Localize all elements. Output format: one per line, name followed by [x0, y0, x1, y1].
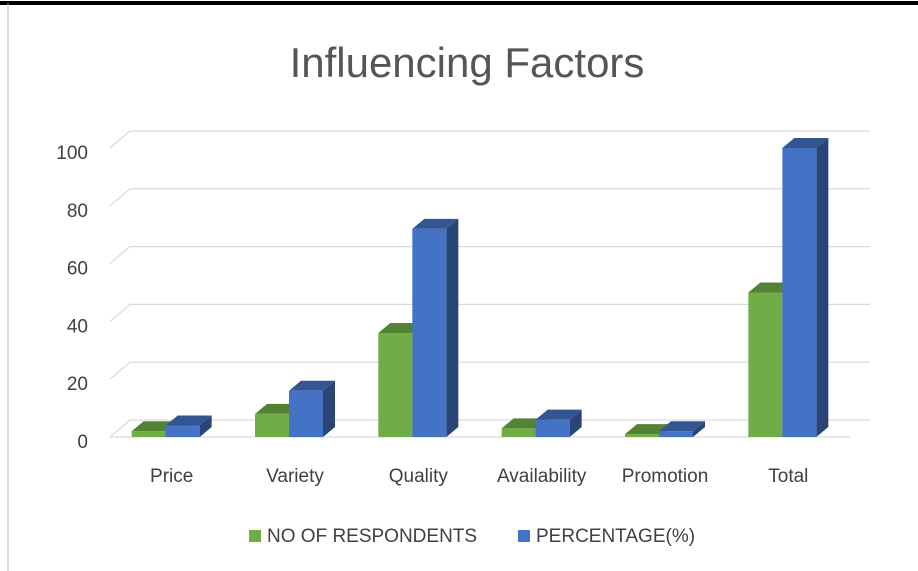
grid-line: [109, 130, 870, 149]
bar-side: [569, 409, 582, 437]
legend-label: PERCENTAGE(%): [536, 526, 695, 547]
bar: [748, 292, 783, 437]
bar-side: [446, 218, 459, 437]
y-tick-label: 20: [67, 374, 88, 395]
y-tick-label: 80: [67, 201, 88, 222]
bar-top: [412, 218, 459, 229]
x-tick-label: Variety: [266, 466, 324, 487]
bar-side: [199, 415, 212, 437]
x-tick-label: Promotion: [622, 466, 709, 487]
grid-line: [109, 419, 870, 438]
bar: [165, 425, 200, 437]
bar: [625, 434, 659, 437]
x-tick-label: Quality: [389, 466, 449, 487]
bar: [412, 228, 447, 437]
y-tick-label: 60: [67, 259, 88, 280]
bar-top: [782, 138, 829, 148]
bar: [501, 428, 536, 437]
bar-side: [816, 138, 829, 437]
y-tick-label: 40: [67, 316, 88, 337]
x-tick-label: Total: [768, 466, 808, 487]
grid-line: [109, 361, 870, 380]
bar-side: [323, 380, 335, 437]
bar-top: [535, 409, 582, 420]
grid-line: [109, 246, 870, 265]
bar: [659, 431, 693, 437]
legend-label: NO OF RESPONDENTS: [267, 526, 477, 547]
bar: [289, 390, 323, 437]
y-tick-label: 100: [56, 143, 88, 164]
bar: [255, 413, 289, 437]
bar: [131, 431, 166, 437]
grid-line: [109, 188, 870, 207]
bar-side: [693, 421, 705, 437]
legend-swatch: [518, 530, 530, 542]
chart-title: Influencing Factors: [290, 39, 645, 86]
bar-top: [659, 421, 705, 432]
bar: [378, 332, 413, 437]
grid-line: [109, 303, 870, 322]
y-tick-label: 0: [77, 432, 88, 453]
bar-top: [165, 415, 212, 426]
bar: [782, 148, 817, 437]
x-tick-label: Price: [150, 466, 193, 487]
bar: [535, 419, 570, 437]
bar-top: [289, 380, 335, 391]
legend-swatch: [249, 530, 261, 542]
x-tick-label: Availability: [497, 466, 587, 487]
